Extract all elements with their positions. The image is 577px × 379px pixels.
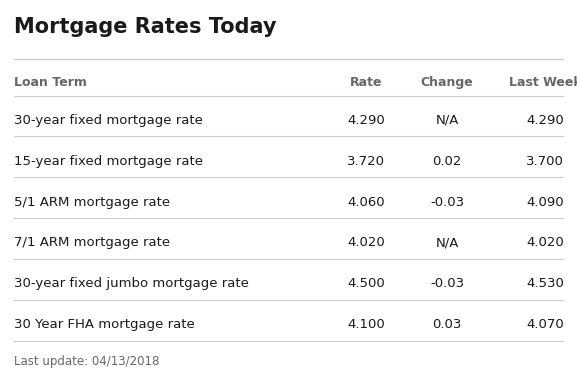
Text: 4.100: 4.100 — [347, 318, 385, 331]
Text: 0.03: 0.03 — [433, 318, 462, 331]
Text: N/A: N/A — [436, 236, 459, 249]
Text: 4.060: 4.060 — [347, 196, 385, 208]
Text: 30-year fixed mortgage rate: 30-year fixed mortgage rate — [14, 114, 203, 127]
Text: 5/1 ARM mortgage rate: 5/1 ARM mortgage rate — [14, 196, 171, 208]
Text: Last update: 04/13/2018: Last update: 04/13/2018 — [14, 356, 160, 368]
Text: N/A: N/A — [436, 114, 459, 127]
Text: Rate: Rate — [350, 76, 383, 89]
Text: 30-year fixed jumbo mortgage rate: 30-year fixed jumbo mortgage rate — [14, 277, 249, 290]
Text: 4.090: 4.090 — [526, 196, 564, 208]
Text: 7/1 ARM mortgage rate: 7/1 ARM mortgage rate — [14, 236, 171, 249]
Text: Last Week: Last Week — [509, 76, 577, 89]
Text: 4.530: 4.530 — [526, 277, 564, 290]
Text: 4.070: 4.070 — [526, 318, 564, 331]
Text: 15-year fixed mortgage rate: 15-year fixed mortgage rate — [14, 155, 204, 168]
Text: 4.020: 4.020 — [526, 236, 564, 249]
Text: 4.290: 4.290 — [347, 114, 385, 127]
Text: -0.03: -0.03 — [430, 277, 464, 290]
Text: -0.03: -0.03 — [430, 196, 464, 208]
Text: 4.020: 4.020 — [347, 236, 385, 249]
Text: Loan Term: Loan Term — [14, 76, 87, 89]
Text: Mortgage Rates Today: Mortgage Rates Today — [14, 17, 277, 37]
Text: 3.700: 3.700 — [526, 155, 564, 168]
Text: Change: Change — [421, 76, 474, 89]
Text: 4.500: 4.500 — [347, 277, 385, 290]
Text: 0.02: 0.02 — [433, 155, 462, 168]
Text: 30 Year FHA mortgage rate: 30 Year FHA mortgage rate — [14, 318, 195, 331]
Text: 4.290: 4.290 — [526, 114, 564, 127]
Text: 3.720: 3.720 — [347, 155, 385, 168]
